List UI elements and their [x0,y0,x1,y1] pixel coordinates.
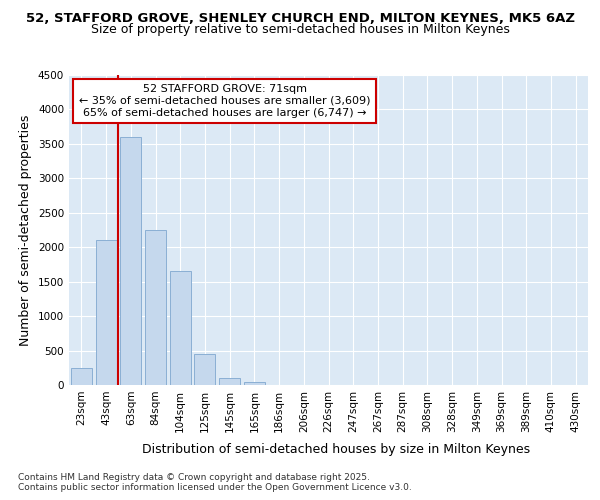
Bar [120,137,141,385]
Bar [95,240,116,385]
Bar [71,368,92,385]
Bar [244,382,265,385]
Text: Contains public sector information licensed under the Open Government Licence v3: Contains public sector information licen… [18,482,412,492]
Text: Contains HM Land Registry data © Crown copyright and database right 2025.: Contains HM Land Registry data © Crown c… [18,472,370,482]
Text: 52, STAFFORD GROVE, SHENLEY CHURCH END, MILTON KEYNES, MK5 6AZ: 52, STAFFORD GROVE, SHENLEY CHURCH END, … [25,12,575,26]
Bar [219,378,240,385]
Bar [145,230,166,385]
Text: 52 STAFFORD GROVE: 71sqm  
← 35% of semi-detached houses are smaller (3,609)
65%: 52 STAFFORD GROVE: 71sqm ← 35% of semi-d… [79,84,370,117]
Text: Distribution of semi-detached houses by size in Milton Keynes: Distribution of semi-detached houses by … [142,442,530,456]
Bar [170,272,191,385]
Y-axis label: Number of semi-detached properties: Number of semi-detached properties [19,114,32,346]
Text: Size of property relative to semi-detached houses in Milton Keynes: Size of property relative to semi-detach… [91,22,509,36]
Bar [194,354,215,385]
